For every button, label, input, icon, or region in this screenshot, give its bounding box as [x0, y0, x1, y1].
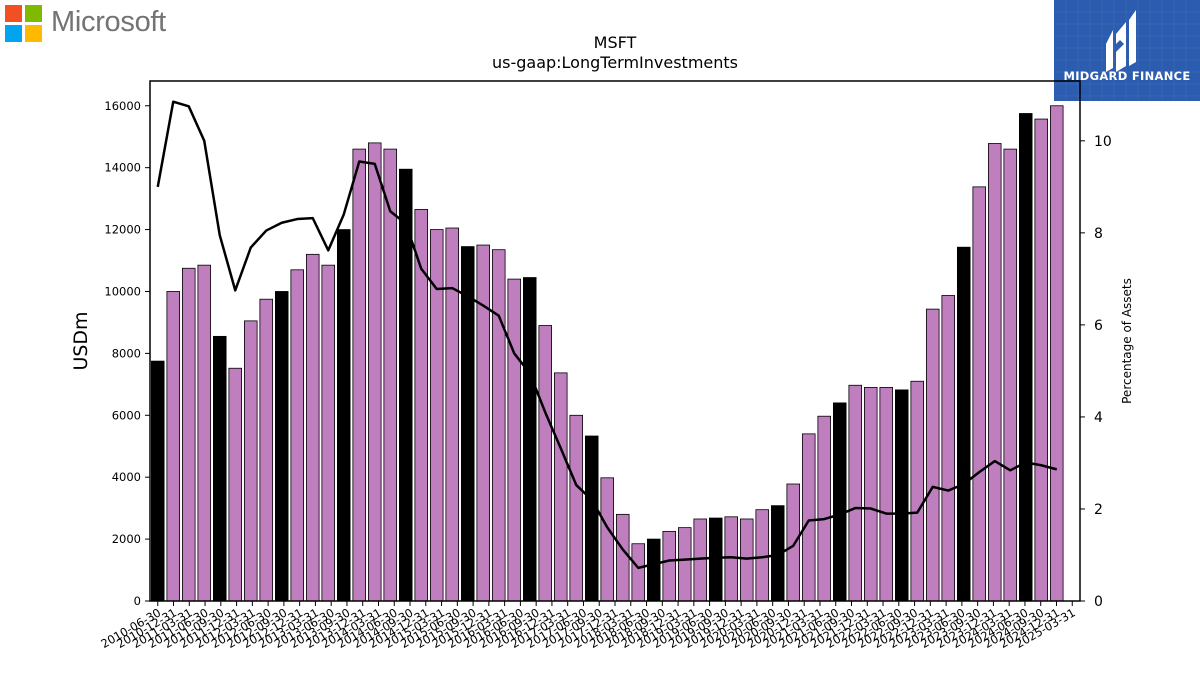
y-tick-label: 10000 — [104, 284, 141, 298]
bar — [755, 509, 770, 602]
chart-subtitle: us-gaap:LongTermInvestments — [491, 53, 739, 72]
bar — [662, 530, 677, 602]
bar — [228, 367, 243, 602]
bar — [832, 402, 847, 602]
y-tick-label: 4000 — [112, 470, 141, 484]
bar — [708, 517, 723, 602]
publisher-name: MIDGARD FINANCE — [1063, 69, 1191, 83]
bar — [1049, 105, 1064, 602]
bar — [848, 384, 863, 602]
bar — [383, 148, 398, 602]
bar — [290, 269, 305, 602]
bar — [801, 433, 816, 602]
bar — [910, 380, 925, 602]
bar — [786, 483, 801, 602]
bar — [925, 308, 940, 602]
y-tick-label: 2000 — [112, 532, 141, 546]
bar — [646, 538, 661, 602]
bar — [956, 246, 971, 602]
y2-tick-label: 0 — [1094, 594, 1103, 610]
bar — [243, 320, 258, 602]
bar — [972, 186, 987, 602]
bar — [181, 267, 196, 602]
bar — [445, 227, 460, 602]
bar — [305, 253, 320, 602]
bar — [150, 360, 165, 602]
bar — [987, 143, 1002, 602]
y2-tick-label: 6 — [1094, 318, 1103, 334]
bar — [522, 277, 537, 602]
bar — [274, 291, 289, 602]
y2-axis-label: Percentage of Assets — [1120, 278, 1134, 404]
bar — [894, 389, 909, 602]
bar — [879, 387, 894, 602]
y-tick-label: 0 — [134, 594, 141, 608]
bar — [321, 264, 336, 602]
y-tick-label: 14000 — [104, 161, 141, 175]
logo-square-yellow — [25, 25, 42, 42]
bar — [600, 477, 615, 602]
bar — [739, 518, 754, 602]
bar — [507, 278, 522, 602]
bar — [336, 229, 351, 602]
bar — [569, 414, 584, 602]
bar — [553, 372, 568, 602]
y-tick-label: 8000 — [112, 346, 141, 360]
bar — [197, 264, 212, 602]
bar — [615, 513, 630, 602]
company-name: Microsoft — [51, 6, 166, 38]
bar — [1003, 148, 1018, 602]
y2-tick-label: 10 — [1094, 134, 1112, 150]
bar — [212, 335, 227, 602]
bar — [367, 142, 382, 602]
bar — [584, 435, 599, 602]
bar — [491, 249, 506, 602]
logo-square-green — [25, 5, 42, 22]
publisher-badge: MIDGARD FINANCE — [1054, 0, 1200, 101]
bar — [817, 415, 832, 602]
y-tick-label: 12000 — [104, 223, 141, 237]
bar — [352, 148, 367, 602]
chart-title: MSFT — [593, 33, 637, 52]
y2-tick-label: 8 — [1094, 226, 1103, 242]
bar — [677, 527, 692, 602]
publisher-logo-icon — [1054, 0, 1200, 101]
y2-tick-label: 2 — [1094, 502, 1103, 518]
y-tick-label: 16000 — [104, 99, 141, 113]
bar — [259, 298, 274, 602]
bar — [1018, 113, 1033, 602]
y-axis-label: USDm — [70, 311, 92, 370]
bar — [429, 229, 444, 602]
bar — [1034, 118, 1049, 602]
y-tick-label: 6000 — [112, 408, 141, 422]
bar — [476, 244, 491, 602]
logo-square-red — [5, 5, 22, 22]
percentage-line — [156, 100, 1058, 570]
bar — [631, 543, 646, 602]
y2-tick-label: 4 — [1094, 410, 1103, 426]
microsoft-logo-icon — [5, 5, 43, 47]
logo-square-blue — [5, 25, 22, 42]
bar — [166, 291, 181, 602]
bar — [863, 387, 878, 602]
bar — [538, 325, 553, 602]
plot-frame — [149, 80, 1081, 602]
bar — [941, 295, 956, 602]
